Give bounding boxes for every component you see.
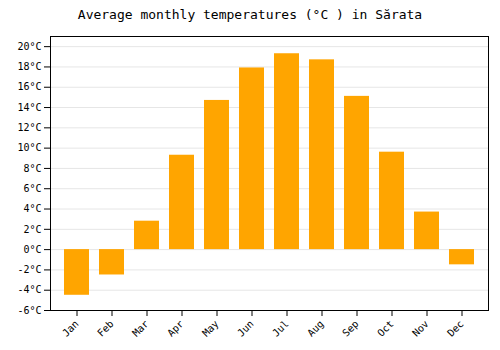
svg-text:Feb: Feb bbox=[95, 318, 116, 339]
svg-text:2°C: 2°C bbox=[23, 224, 41, 235]
svg-text:-2°C: -2°C bbox=[17, 264, 41, 275]
svg-text:-4°C: -4°C bbox=[17, 284, 41, 295]
svg-text:-6°C: -6°C bbox=[17, 305, 41, 316]
svg-text:Jan: Jan bbox=[60, 318, 81, 339]
svg-text:May: May bbox=[200, 318, 221, 339]
svg-text:4°C: 4°C bbox=[23, 203, 41, 214]
svg-text:Aug: Aug bbox=[305, 318, 326, 339]
svg-text:Mar: Mar bbox=[130, 318, 151, 339]
svg-text:Nov: Nov bbox=[410, 318, 431, 339]
svg-text:10°C: 10°C bbox=[17, 142, 41, 153]
svg-text:Jun: Jun bbox=[235, 318, 256, 339]
svg-text:0°C: 0°C bbox=[23, 244, 41, 255]
svg-text:14°C: 14°C bbox=[17, 102, 41, 113]
svg-text:16°C: 16°C bbox=[17, 81, 41, 92]
svg-text:Oct: Oct bbox=[375, 318, 396, 339]
svg-text:Apr: Apr bbox=[165, 318, 186, 339]
html-text:Average monthly temperatures (: Average monthly temperatures (°C ) in Să… bbox=[77, 7, 423, 22]
svg-text:Dec: Dec bbox=[445, 318, 466, 339]
svg-text:8°C: 8°C bbox=[23, 163, 41, 174]
svg-text:18°C: 18°C bbox=[17, 61, 41, 72]
svg-text:6°C: 6°C bbox=[23, 183, 41, 194]
svg-text:20°C: 20°C bbox=[17, 41, 41, 52]
svg-text:Jul: Jul bbox=[270, 318, 291, 339]
svg-text:12°C: 12°C bbox=[17, 122, 41, 133]
svg-text:Sep: Sep bbox=[340, 318, 361, 339]
